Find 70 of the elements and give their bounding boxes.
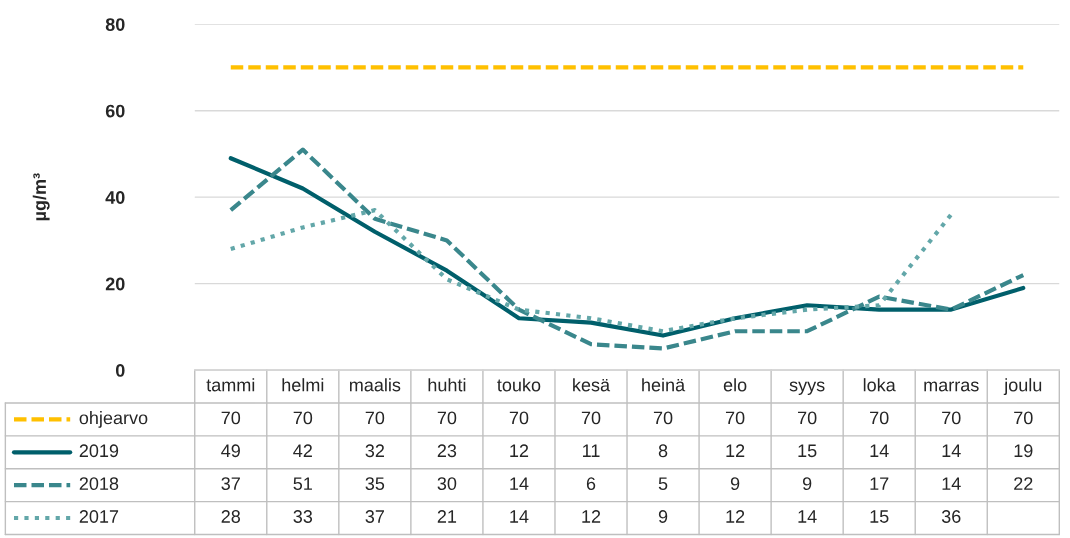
data-label: 37 bbox=[221, 477, 240, 491]
data-label: 70 bbox=[725, 411, 745, 425]
data-label: 33 bbox=[293, 510, 313, 523]
legend-label: 2019 bbox=[79, 444, 119, 458]
y-tick-label: 20 bbox=[105, 277, 125, 291]
x-tick-label: joulu bbox=[1003, 378, 1042, 395]
data-label: 30 bbox=[437, 477, 457, 491]
data-label: 21 bbox=[437, 510, 457, 523]
data-label: 19 bbox=[1014, 444, 1033, 458]
x-tick-label: touko bbox=[497, 378, 541, 392]
data-label: 70 bbox=[365, 411, 385, 425]
data-label: 12 bbox=[510, 444, 529, 457]
data-label: 17 bbox=[870, 477, 889, 490]
data-label: 15 bbox=[870, 510, 889, 523]
data-label: 22 bbox=[1014, 477, 1033, 490]
x-tick-label: syys bbox=[789, 381, 825, 395]
data-label: 32 bbox=[365, 444, 384, 458]
data-label: 9 bbox=[730, 477, 740, 491]
data-label: 23 bbox=[437, 444, 457, 458]
y-tick-label: 80 bbox=[105, 18, 125, 31]
y-tick-label: 60 bbox=[105, 104, 125, 118]
x-tick-label: loka bbox=[863, 378, 896, 392]
line-series bbox=[228, 208, 954, 334]
data-label: 70 bbox=[942, 411, 961, 425]
data-label: 6 bbox=[586, 477, 596, 491]
data-label: 15 bbox=[798, 444, 817, 458]
data-label: 14 bbox=[798, 510, 817, 523]
data-label: 37 bbox=[365, 510, 384, 523]
data-label: 14 bbox=[942, 444, 961, 457]
data-label: 8 bbox=[658, 444, 668, 458]
data-label: 49 bbox=[221, 444, 240, 458]
data-label: 12 bbox=[726, 510, 745, 523]
x-tick-label: kesä bbox=[573, 378, 611, 392]
x-tick-label: maalis bbox=[349, 378, 401, 392]
data-label: 70 bbox=[653, 411, 673, 425]
data-label: 14 bbox=[870, 444, 889, 457]
legend-label: 2017 bbox=[79, 510, 119, 523]
data-label: 12 bbox=[726, 444, 745, 457]
data-label: 14 bbox=[942, 477, 961, 490]
data-label: 70 bbox=[1014, 411, 1033, 425]
y-tick-label: 0 bbox=[115, 364, 125, 377]
x-tick-label: elo bbox=[723, 378, 747, 392]
x-tick-label: huhti bbox=[428, 378, 466, 392]
legend-label: 2018 bbox=[79, 477, 119, 491]
data-label: 70 bbox=[798, 411, 817, 425]
data-label: 36 bbox=[941, 510, 961, 523]
data-label: 9 bbox=[658, 510, 668, 523]
data-label: 11 bbox=[583, 444, 600, 457]
data-label: 70 bbox=[581, 411, 601, 425]
data-label: 70 bbox=[437, 411, 457, 425]
x-tick-label: marras bbox=[924, 381, 979, 392]
data-label: 35 bbox=[365, 477, 385, 491]
y-tick-label: 40 bbox=[105, 191, 125, 204]
legend-label: ohjearvo bbox=[79, 411, 148, 428]
data-label: 14 bbox=[510, 477, 529, 490]
y-axis-title: µg/m³ bbox=[32, 173, 50, 221]
data-label: 14 bbox=[510, 510, 529, 523]
data-label: 42 bbox=[293, 444, 312, 457]
data-label: 12 bbox=[582, 510, 601, 523]
data-label: 9 bbox=[802, 477, 812, 491]
x-tick-label: heinä bbox=[642, 378, 686, 392]
x-tick-label: tammi bbox=[206, 378, 255, 392]
data-label: 70 bbox=[293, 411, 313, 425]
x-tick-label: helmi bbox=[282, 378, 324, 392]
data-label: 5 bbox=[658, 477, 668, 491]
data-label: 70 bbox=[870, 411, 889, 425]
data-label: 70 bbox=[221, 411, 241, 425]
data-label: 28 bbox=[221, 510, 241, 523]
data-label: 70 bbox=[509, 411, 529, 425]
data-label: 51 bbox=[293, 477, 312, 491]
